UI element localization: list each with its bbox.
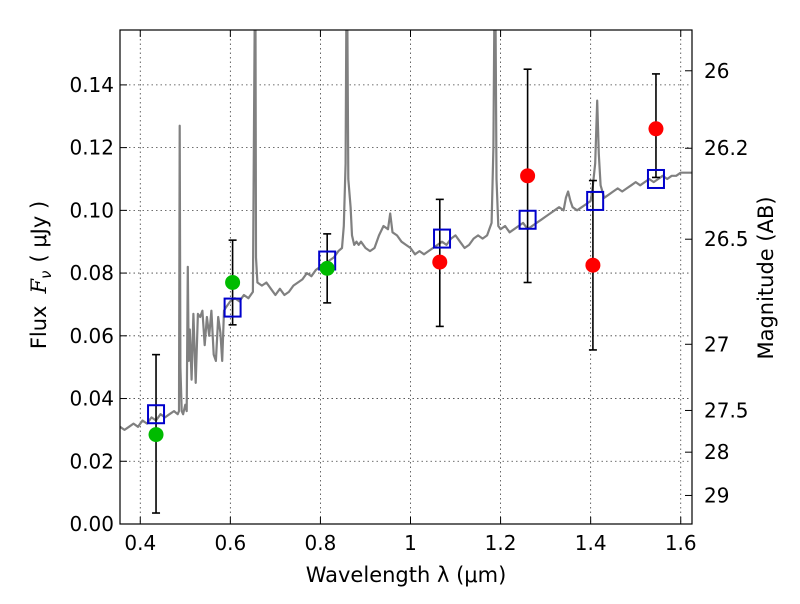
x-tick-label: 1.4	[575, 531, 607, 555]
right-tick-label: 26	[704, 59, 729, 83]
red-data-point	[585, 258, 600, 273]
x-tick-label: 1	[404, 531, 417, 555]
green-data-point	[149, 427, 164, 442]
y-axis-label-subscript: ν	[37, 271, 55, 279]
y-tick-label: 0.06	[69, 324, 114, 348]
sed-chart: 0.4 0.6 0.8 1 1.2 1.4 1.6 0.00 0.02 0.04 0.06 0.08 0…	[0, 0, 800, 600]
x-tick-label: 0.8	[305, 531, 337, 555]
right-tick-label: 29	[704, 483, 729, 507]
x-tick-label: 1.2	[485, 531, 517, 555]
right-tick-label: 26.5	[704, 227, 749, 251]
red-data-point	[432, 255, 447, 270]
y-axis-label-unit: ( μJy )	[27, 201, 51, 263]
right-tick-label: 27	[704, 332, 729, 356]
right-tick-label: 27.5	[704, 398, 749, 422]
y-tick-label: 0.00	[69, 512, 114, 536]
y-tick-label: 0.08	[69, 261, 114, 285]
y-tick-label: 0.04	[69, 387, 114, 411]
y-axis-label-word: Flux	[27, 306, 51, 350]
y-tick-label: 0.02	[69, 449, 114, 473]
x-tick-label: 0.4	[124, 531, 156, 555]
y-tick-label: 0.14	[69, 73, 114, 97]
y-tick-label: 0.10	[69, 198, 114, 222]
y-tick-label: 0.12	[69, 136, 114, 160]
x-tick-label: 0.6	[214, 531, 246, 555]
x-axis-label: Wavelength λ (μm)	[306, 563, 507, 587]
green-data-point	[320, 261, 335, 276]
y-axis-label-symbol: F	[27, 278, 51, 295]
right-tick-label: 28	[704, 440, 729, 464]
red-data-point	[648, 121, 663, 136]
right-tick-label: 26.2	[704, 136, 749, 160]
x-tick-label: 1.6	[665, 531, 697, 555]
green-data-point	[225, 275, 240, 290]
right-axis-label: Magnitude (AB)	[754, 196, 778, 359]
red-data-point	[520, 168, 535, 183]
